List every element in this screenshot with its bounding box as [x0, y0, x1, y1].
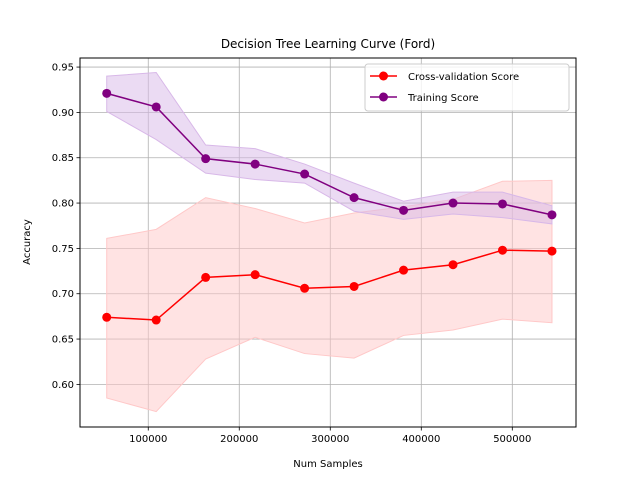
data-point [102, 88, 112, 98]
y-tick-label: 0.75 [52, 244, 74, 255]
x-tick-label: 200000 [220, 434, 258, 445]
data-point [498, 199, 508, 209]
y-tick-label: 0.80 [52, 199, 74, 210]
data-point [151, 102, 161, 112]
y-tick-label: 0.85 [52, 153, 74, 164]
chart-title: Decision Tree Learning Curve (Ford) [221, 37, 435, 51]
legend-label-training: Training Score [407, 93, 479, 104]
x-axis-label: Num Samples [293, 459, 362, 470]
y-tick-label: 0.70 [52, 289, 74, 300]
data-point [448, 198, 458, 208]
y-tick-label: 0.90 [52, 108, 74, 119]
data-point [250, 270, 260, 280]
data-point [300, 169, 310, 179]
data-point [349, 193, 359, 203]
data-point [102, 312, 112, 322]
data-point [349, 281, 359, 291]
series-points [102, 88, 557, 325]
data-point [399, 265, 409, 275]
legend-marker-training [379, 92, 388, 102]
y-tick-label: 0.60 [52, 380, 74, 391]
x-tick-label: 500000 [493, 434, 531, 445]
data-point [250, 159, 260, 169]
y-axis-label: Accuracy [22, 219, 33, 265]
data-point [151, 315, 161, 325]
legend-box [364, 63, 570, 112]
y-tick-label: 0.65 [52, 335, 74, 346]
data-point [201, 154, 211, 164]
data-point [498, 245, 508, 255]
legend: Cross-validation Score Training Score [364, 63, 570, 112]
data-point [399, 205, 409, 215]
plot-area-frame [79, 57, 577, 428]
legend-label-cross-validation: Cross-validation Score [408, 72, 519, 83]
confidence-band-0 [106, 179, 553, 413]
series-line-1 [106, 92, 553, 216]
series-lines [106, 92, 553, 321]
y-tick-label: 0.95 [52, 63, 74, 74]
x-tick-label: 400000 [402, 434, 440, 445]
y-axis-ticks: 0.60 0.65 0.70 0.75 0.80 0.85 0.90 0.95 [52, 63, 80, 391]
legend-marker-cross-validation [379, 71, 388, 81]
data-point [448, 260, 458, 270]
data-point [201, 272, 211, 282]
data-point [547, 246, 557, 256]
x-tick-label: 300000 [311, 434, 349, 445]
x-axis-ticks: 100000 200000 300000 400000 500000 [129, 427, 531, 445]
series-line-0 [106, 249, 552, 321]
data-point [547, 210, 557, 220]
data-point [300, 283, 310, 293]
x-tick-label: 100000 [129, 434, 167, 445]
